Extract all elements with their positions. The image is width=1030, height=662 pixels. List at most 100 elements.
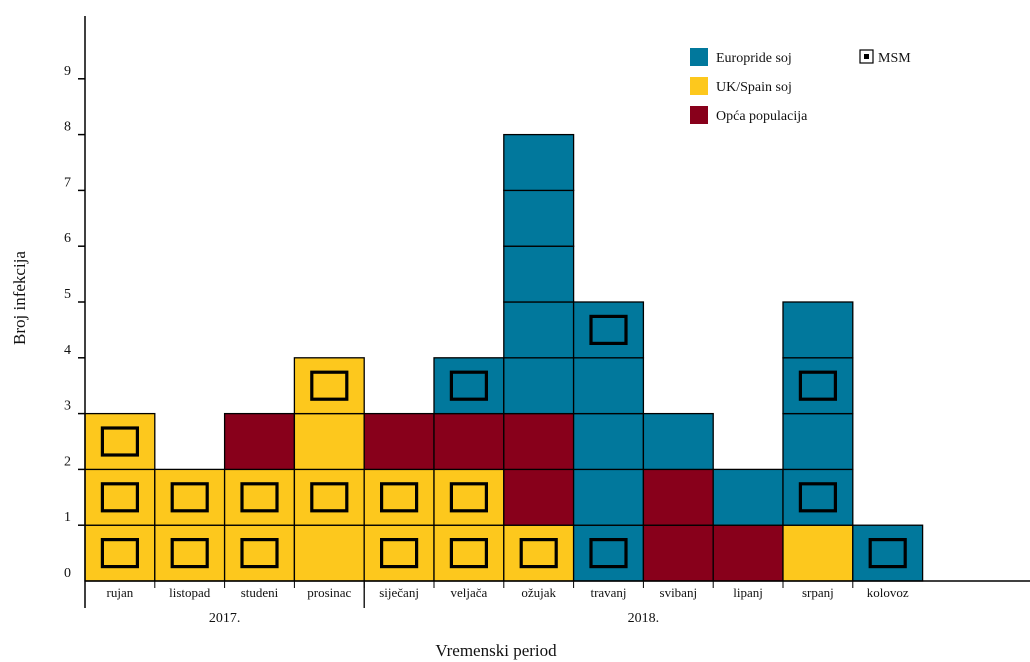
x-tick-label: kolovoz xyxy=(867,585,909,600)
msm-marker xyxy=(170,482,209,513)
legend-msm-icon-dot xyxy=(864,54,869,59)
bar-segment-veljača-1 xyxy=(433,524,505,582)
bar-segment-ožujak-6 xyxy=(503,245,575,303)
bar-segment-studeni-1 xyxy=(223,524,296,582)
y-tick-label: 0 xyxy=(64,566,71,581)
msm-marker xyxy=(589,314,628,345)
bar-segment-siječanj-2 xyxy=(363,468,435,526)
legend-swatch-europride xyxy=(690,48,708,66)
msm-marker xyxy=(449,370,488,401)
bar-segment-prosinac-2 xyxy=(293,468,365,526)
bar-segment-travanj-2 xyxy=(572,468,645,526)
bar-segment-ožujak-1 xyxy=(503,524,575,582)
bar-segment-travanj-5 xyxy=(572,301,645,359)
bar-segment-prosinac-1 xyxy=(293,524,365,582)
msm-marker xyxy=(170,537,209,569)
axes-group xyxy=(84,16,1030,608)
y-tick-label: 4 xyxy=(64,343,71,358)
year-label: 2017. xyxy=(209,611,241,626)
bar-segment-srpanj-2 xyxy=(782,468,854,526)
legend-label-opca: Opća populacija xyxy=(716,109,808,124)
msm-marker xyxy=(589,537,628,569)
msm-marker xyxy=(240,537,279,569)
msm-marker xyxy=(798,370,838,401)
msm-marker xyxy=(310,370,349,401)
legend: Europride soj UK/Spain soj Opća populacija… xyxy=(690,48,911,124)
x-tick-label: svibanj xyxy=(660,585,698,600)
bar-segment-ožujak-7 xyxy=(503,189,575,247)
bar-segment-travanj-4 xyxy=(572,357,645,415)
bar-segment-ožujak-2 xyxy=(503,468,575,526)
bar-segment-listopad-2 xyxy=(154,468,226,526)
msm-marker xyxy=(380,537,419,569)
x-tick-label: rujan xyxy=(107,585,134,600)
msm-marker xyxy=(310,482,349,513)
y-tick-label: 3 xyxy=(64,399,71,414)
msm-marker xyxy=(240,482,279,513)
bar-segment-ožujak-4 xyxy=(503,357,575,415)
bar-segment-rujan-1 xyxy=(84,524,156,582)
bar-segment-rujan-3 xyxy=(84,412,156,471)
bar-segment-veljača-4 xyxy=(433,357,505,415)
bar-segment-srpanj-5 xyxy=(782,301,854,359)
msm-marker xyxy=(449,537,488,569)
x-tick-label: ožujak xyxy=(521,585,556,600)
y-axis-title: Broj infekcija xyxy=(10,251,29,345)
bar-segment-lipanj-2 xyxy=(712,468,784,526)
bar-segment-prosinac-3 xyxy=(293,412,365,471)
y-tick-label: 5 xyxy=(64,287,71,302)
bar-segment-svibanj-1 xyxy=(642,524,714,582)
bar-segment-prosinac-4 xyxy=(293,357,365,415)
bar-segment-svibanj-3 xyxy=(642,412,714,471)
x-tick-label: siječanj xyxy=(379,585,419,600)
y-tick-label: 1 xyxy=(64,510,71,525)
x-categories-group: rujan listopad studeni prosinac siječanj velj… xyxy=(107,581,909,600)
msm-marker xyxy=(868,537,907,569)
y-tick-label: 2 xyxy=(64,454,71,469)
bar-segment-rujan-2 xyxy=(84,468,156,526)
bar-segment-lipanj-1 xyxy=(712,524,784,582)
bar-segment-svibanj-2 xyxy=(642,468,714,526)
bar-segment-srpanj-4 xyxy=(782,357,854,415)
bars-group xyxy=(84,133,924,582)
legend-swatch-opca xyxy=(690,106,708,124)
year-labels-group: 2017. 2018. xyxy=(209,581,659,626)
msm-marker xyxy=(798,482,838,513)
x-tick-label: listopad xyxy=(169,585,211,600)
bar-segment-srpanj-3 xyxy=(782,412,854,471)
legend-label-uk: UK/Spain soj xyxy=(716,80,792,95)
msm-marker xyxy=(100,537,140,569)
bar-segment-ožujak-8 xyxy=(503,133,575,192)
bar-segment-ožujak-3 xyxy=(503,412,575,471)
msm-marker xyxy=(100,426,140,457)
bar-segment-ožujak-5 xyxy=(503,301,575,359)
bar-segment-veljača-2 xyxy=(433,468,505,526)
legend-swatch-uk xyxy=(690,77,708,95)
bar-segment-kolovoz-1 xyxy=(852,524,924,582)
y-tick-label: 9 xyxy=(64,64,71,79)
bar-segment-studeni-3 xyxy=(223,412,296,471)
x-tick-label: prosinac xyxy=(307,585,351,600)
bar-segment-listopad-1 xyxy=(154,524,226,582)
bar-segment-siječanj-3 xyxy=(363,412,435,471)
legend-label-europride: Europride soj xyxy=(716,51,792,66)
x-tick-label: srpanj xyxy=(802,585,834,600)
y-tick-label: 8 xyxy=(64,120,71,135)
bar-segment-travanj-1 xyxy=(572,524,645,582)
y-tick-label: 6 xyxy=(64,231,71,246)
bar-segment-travanj-3 xyxy=(572,412,645,471)
bar-segment-siječanj-1 xyxy=(363,524,435,582)
msm-marker xyxy=(519,537,558,569)
x-tick-label: studeni xyxy=(241,585,279,600)
bar-segment-studeni-2 xyxy=(223,468,296,526)
x-tick-label: veljača xyxy=(450,585,487,600)
msm-marker xyxy=(100,482,140,513)
year-label: 2018. xyxy=(628,611,660,626)
bar-segment-srpanj-1 xyxy=(782,524,854,582)
bar-segment-veljača-3 xyxy=(433,412,505,471)
legend-label-msm: MSM xyxy=(878,51,911,66)
y-tick-label: 7 xyxy=(64,175,71,190)
msm-marker xyxy=(380,482,419,513)
x-tick-label: lipanj xyxy=(733,585,763,600)
